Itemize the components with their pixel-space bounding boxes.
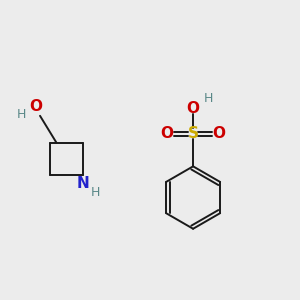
Text: N: N (77, 176, 89, 191)
Text: O: O (212, 126, 226, 141)
Text: S: S (188, 126, 199, 141)
Text: O: O (161, 126, 174, 141)
Text: H: H (91, 186, 101, 199)
Text: O: O (29, 99, 42, 114)
Text: O: O (187, 101, 200, 116)
Text: H: H (204, 92, 214, 105)
Text: H: H (17, 108, 26, 122)
